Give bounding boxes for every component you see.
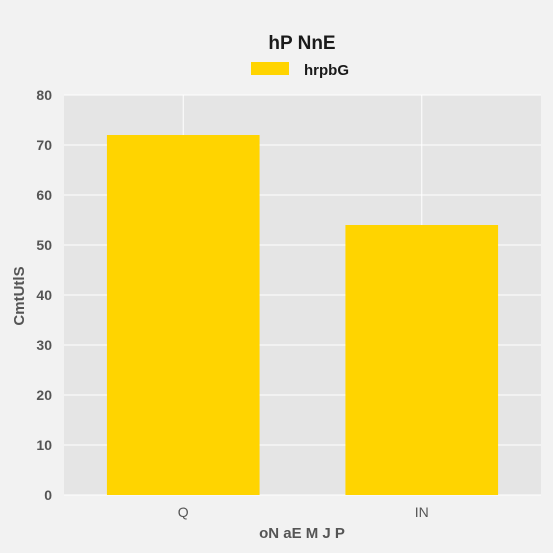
x-tick-label: IN	[415, 504, 429, 520]
bar-q	[106, 135, 260, 495]
y-axis-label: CmtUtlS	[11, 266, 28, 325]
x-tick-labels: Q IN	[178, 504, 429, 520]
legend-swatch	[251, 62, 289, 75]
y-tick-label: 30	[36, 337, 52, 353]
legend-label: hrpbG	[304, 62, 349, 79]
y-tick-label: 50	[36, 237, 52, 253]
legend: hrpbG	[251, 62, 349, 79]
x-tick-label: Q	[178, 504, 189, 520]
y-tick-label: 70	[36, 137, 52, 153]
bars	[106, 135, 499, 495]
chart-title: hP NnE	[268, 33, 335, 54]
y-tick-label: 40	[36, 287, 52, 303]
y-tick-label: 80	[36, 87, 52, 103]
bar-in	[345, 225, 499, 495]
y-tick-labels: 0 10 20 30 40 50 60 70 80	[36, 87, 52, 503]
y-tick-label: 60	[36, 187, 52, 203]
y-tick-label: 0	[44, 487, 52, 503]
y-tick-label: 10	[36, 437, 52, 453]
y-tick-label: 20	[36, 387, 52, 403]
x-axis-label: oN aE M J P	[259, 525, 345, 542]
